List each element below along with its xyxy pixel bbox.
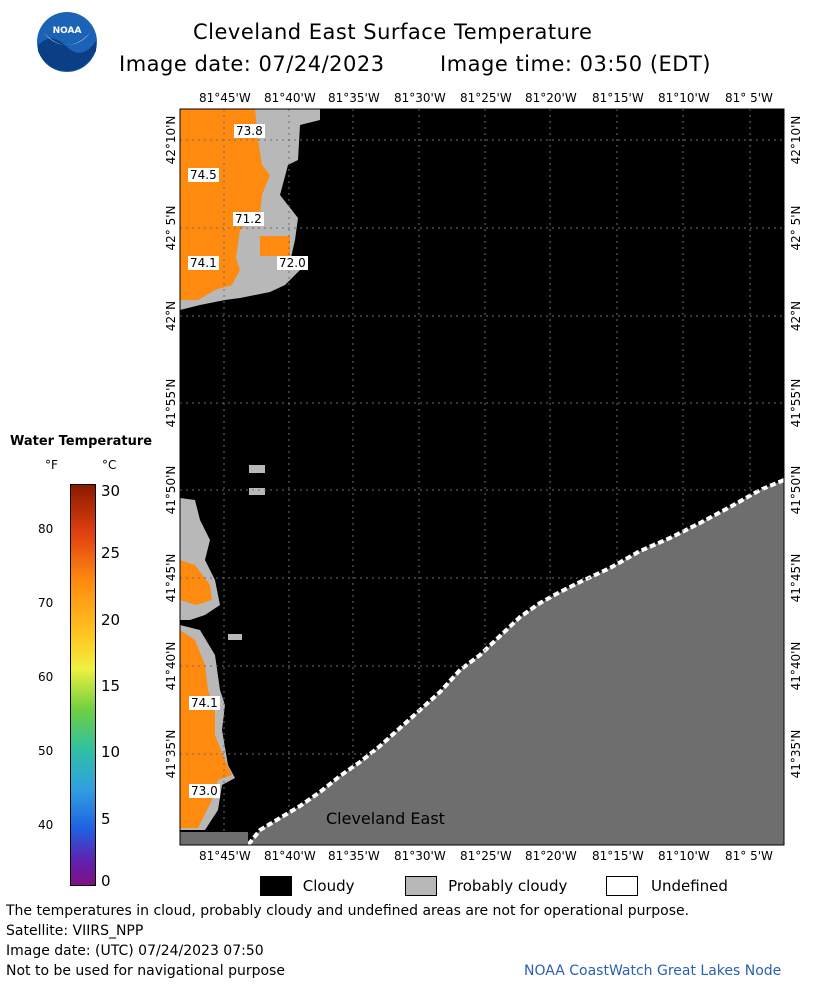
colorbar-c-tick: 30 [101,482,121,500]
disclaimer: The temperatures in cloud, probably clou… [6,903,690,919]
colorbar-c-tick: 25 [101,544,121,562]
logo-text: NOAA [53,26,82,36]
image-time: Image time: 03:50 (EDT) [440,52,711,76]
temperature-label: 74.5 [188,168,219,182]
lon-label-bottom: 81°10'W [658,849,710,863]
lon-label-top: 81°25'W [460,91,512,105]
credit: NOAA CoastWatch Great Lakes Node [524,963,782,979]
temperature-label: 74.1 [188,256,219,270]
lon-label-bottom: 81°20'W [525,849,577,863]
temperature-label: 72.0 [277,256,308,270]
lon-label-bottom: 81°25'W [460,849,512,863]
noaa-logo: NOAA [36,11,98,73]
lat-label-left: 41°35'N [164,729,178,779]
lon-label-top: 81° 5'W [725,91,773,105]
colorbar-unit-c: °C [102,458,117,472]
colorbar-c-tick: 0 [101,872,111,890]
lon-label-top: 81°20'W [525,91,577,105]
temperature-label: 73.0 [189,784,220,798]
lon-label-bottom: 81°40'W [264,849,316,863]
lat-label-right: 41°45'N [789,553,803,603]
colorbar-c-tick: 10 [101,743,121,761]
temperature-label: 71.2 [233,212,264,226]
colorbar-f-tick: 70 [38,596,54,610]
grid-lines [180,109,784,845]
colorbar [70,484,96,886]
lat-label-right: 42° 5'N [789,205,803,251]
colorbar-c-tick: 15 [101,677,121,695]
image-date: Image date: 07/24/2023 [119,52,385,76]
lat-label-left: 42°10'N [164,115,178,165]
lat-label-right: 41°35'N [789,729,803,779]
lon-label-bottom: 81°15'W [592,849,644,863]
region-label: Cleveland East [326,809,445,828]
temperature-label: 74.1 [189,696,220,710]
colorbar-unit-f: °F [45,458,58,472]
legend-probably-cloudy-label: Probably cloudy [448,876,568,895]
lon-label-bottom: 81°45'W [199,849,251,863]
lon-label-top: 81°15'W [592,91,644,105]
lat-label-right: 41°40'N [789,641,803,691]
lat-label-left: 42°N [164,300,178,332]
temperature-label: 73.8 [234,124,265,138]
lon-label-bottom: 81° 5'W [725,849,773,863]
lat-label-left: 42° 5'N [164,205,178,251]
colorbar-f-tick: 60 [38,670,54,684]
lon-label-top: 81°40'W [264,91,316,105]
lat-label-right: 41°55'N [789,378,803,428]
colorbar-f-tick: 40 [38,818,54,832]
lon-label-top: 81°10'W [658,91,710,105]
lon-label-top: 81°30'W [394,91,446,105]
map-title: Cleveland East Surface Temperature [193,20,593,44]
lat-label-left: 41°45'N [164,553,178,603]
colorbar-title: Water Temperature [10,434,153,449]
lat-label-left: 41°40'N [164,641,178,691]
colorbar-c-tick: 20 [101,611,121,629]
lon-label-bottom: 81°30'W [394,849,446,863]
legend: Cloudy Probably cloudy Undefined [260,876,728,896]
colorbar-f-tick: 50 [38,744,54,758]
nav-warning: Not to be used for navigational purpose [6,963,285,979]
lon-label-top: 81°45'W [199,91,251,105]
legend-undefined-swatch [606,876,639,896]
lon-label-bottom: 81°35'W [328,849,380,863]
satellite: Satellite: VIIRS_NPP [6,923,144,939]
colorbar-c-tick: 5 [101,810,111,828]
lat-label-left: 41°55'N [164,378,178,428]
lat-label-left: 41°50'N [164,465,178,515]
lat-label-right: 41°50'N [789,465,803,515]
lon-label-top: 81°35'W [328,91,380,105]
colorbar-f-tick: 80 [38,522,54,536]
legend-probably-cloudy-swatch [405,876,438,896]
lat-label-right: 42°10'N [789,115,803,165]
lat-label-right: 42°N [789,300,803,332]
legend-undefined-label: Undefined [650,876,728,895]
legend-cloudy-label: Cloudy [302,876,355,895]
warm-water-area [180,109,270,300]
legend-cloudy-swatch [260,876,292,896]
utc-date: Image date: (UTC) 07/24/2023 07:50 [6,943,264,959]
